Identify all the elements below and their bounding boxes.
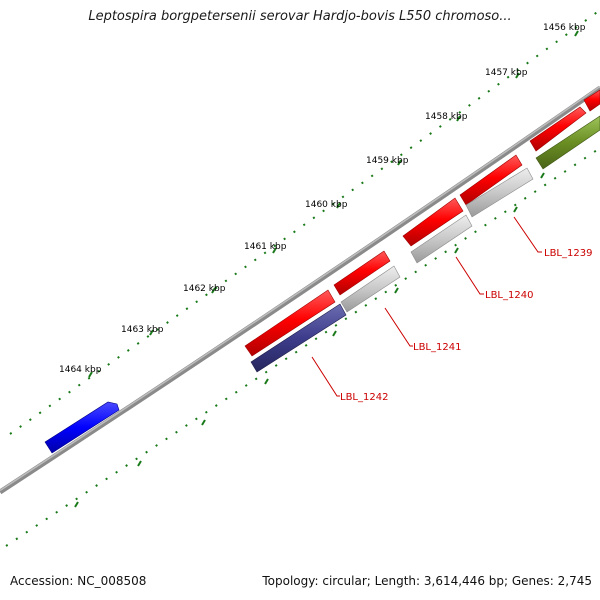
genome-summary-text: Topology: circular; Length: 3,614,446 bp… xyxy=(262,574,592,588)
gene-feature[interactable] xyxy=(583,89,600,112)
gene-feature[interactable] xyxy=(340,265,401,313)
forward-strand-genes xyxy=(244,89,600,357)
tick-label-1461: 1461 kbp xyxy=(244,242,287,252)
outer-major-ticks xyxy=(88,30,579,378)
gene-feature[interactable] xyxy=(410,214,473,264)
leader-line xyxy=(311,356,340,397)
leader-line xyxy=(513,216,542,253)
tick-label-1457: 1457 kbp xyxy=(485,68,528,78)
reverse-strand-genes xyxy=(44,115,600,454)
backbone-highlight xyxy=(0,85,600,492)
gene-label-lbl-1242[interactable]: LBL_1242 xyxy=(340,392,388,403)
tick-label-1458: 1458 kbp xyxy=(425,112,468,122)
gene-feature[interactable] xyxy=(465,167,534,218)
gene-feature[interactable] xyxy=(250,303,347,373)
reverse-tick-ring xyxy=(5,147,600,547)
tick-label-1460: 1460 kbp xyxy=(305,200,348,210)
gene-feature[interactable] xyxy=(44,401,120,454)
gene-feature[interactable] xyxy=(333,250,391,296)
map-title: Leptospira borgpetersenii serovar Hardjo… xyxy=(88,9,512,24)
gene-label-lbl-1239[interactable]: LBL_1239 xyxy=(544,248,592,259)
gene-feature[interactable] xyxy=(529,106,587,152)
gene-feature[interactable] xyxy=(459,154,523,206)
inner-major-ticks xyxy=(74,172,545,508)
tick-label-1462: 1462 kbp xyxy=(183,284,226,294)
chromosome-backbone xyxy=(0,85,600,495)
gene-label-lbl-1241[interactable]: LBL_1241 xyxy=(413,342,461,353)
tick-label-1456: 1456 kbp xyxy=(543,23,586,33)
leader-line xyxy=(455,256,484,295)
tick-label-1464: 1464 kbp xyxy=(59,365,102,375)
gene-feature[interactable] xyxy=(244,289,336,357)
tick-label-1459: 1459 kbp xyxy=(366,156,409,166)
leader-line xyxy=(384,307,413,347)
tick-label-1463: 1463 kbp xyxy=(121,325,164,335)
accession-text: Accession: NC_008508 xyxy=(10,574,147,588)
gene-feature[interactable] xyxy=(402,197,464,247)
gene-label-lbl-1240[interactable]: LBL_1240 xyxy=(485,290,533,301)
gene-labels: LBL_1239 LBL_1240 LBL_1241 LBL_1242 xyxy=(311,216,592,403)
gene-feature[interactable] xyxy=(535,115,600,170)
